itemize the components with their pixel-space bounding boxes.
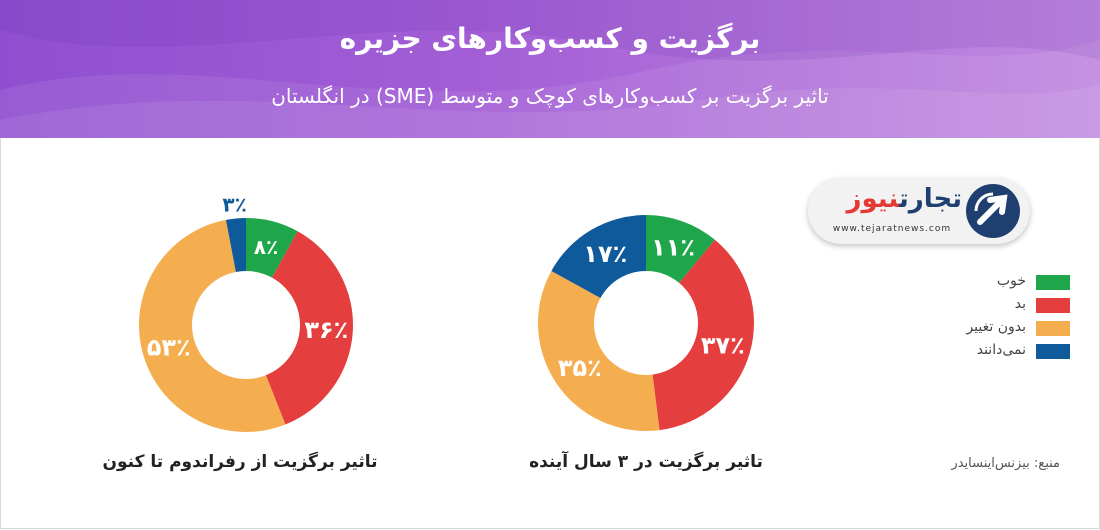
label-next-3-years-bad: ۳۷٪ [701,331,745,359]
tejaratnews-logo: تجارتنیوز www.tejaratnews.com [808,178,1030,244]
header-banner: برگزیت و کسب‌وکارهای جزیره تاثیر برگزیت … [0,0,1100,138]
slice-next-3-years-bad [652,239,754,431]
legend-label-good: خوب [996,273,1026,289]
page-title: برگزیت و کسب‌وکارهای جزیره [339,22,761,55]
donut-chart-next-3-years: ۱۱٪ ۳۷٪ ۳۵٪ ۱۷٪ [538,215,754,431]
chart-legend: خوب بد بدون تغییر نمی‌دانند [930,272,1070,364]
page-subtitle: تاثیر برگزیت بر کسب‌وکارهای کوچک و متوسط… [271,84,829,108]
slice-since-referendum-dont-know [225,218,246,272]
legend-label-bad: بد [1014,296,1026,312]
decorative-waves [0,0,1100,138]
source-note: منبع: بیزنس‌اینسایدر [951,456,1060,471]
legend-swatch-bad [1036,298,1070,313]
slice-next-3-years-good [646,215,715,283]
logo-wordmark: تجارتنیوز [846,184,963,214]
legend-swatch-no-change [1036,321,1070,336]
slice-next-3-years-no-change [538,270,660,431]
label-since-referendum-good: ۸٪ [254,235,278,259]
legend-item-good: خوب [930,272,1070,295]
legend-swatch-good [1036,275,1070,290]
slice-since-referendum-no-change [138,219,286,432]
legend-item-no-change: بدون تغییر [930,318,1070,341]
legend-label-no-change: بدون تغییر [966,319,1026,335]
slice-next-3-years-dont-know [551,215,646,298]
legend-label-dont-know: نمی‌دانند [976,342,1026,358]
donut-chart-since-referendum: ۸٪ ۳۶٪ ۵۳٪ ۳٪ [138,193,353,432]
label-next-3-years-no-change: ۳۵٪ [558,354,602,382]
label-since-referendum-no-change: ۵۳٪ [147,333,191,361]
chart-title-next-3-years: تاثیر برگزیت در ۳ سال آینده [529,452,763,472]
tejaratnews-logo-icon [966,184,1020,238]
legend-swatch-dont-know [1036,344,1070,359]
label-next-3-years-good: ۱۱٪ [651,234,695,262]
slice-since-referendum-good [246,218,298,278]
logo-url: www.tejaratnews.com [832,224,952,234]
label-since-referendum-dont-know: ۳٪ [222,193,246,217]
label-next-3-years-dont-know: ۱۷٪ [583,240,627,268]
slice-since-referendum-bad [265,231,353,425]
legend-item-bad: بد [930,295,1070,318]
chart-title-since-referendum: تاثیر برگزیت از رفراندوم تا کنون [102,452,378,472]
label-since-referendum-bad: ۳۶٪ [304,316,348,344]
legend-item-dont-know: نمی‌دانند [930,341,1070,364]
